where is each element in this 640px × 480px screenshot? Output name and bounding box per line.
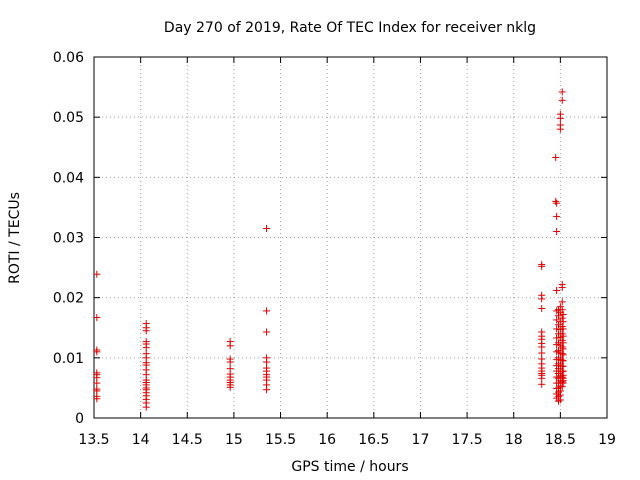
x-axis-label: GPS time / hours	[291, 459, 408, 475]
data-point	[93, 395, 101, 403]
x-tick-label: 17	[412, 432, 430, 448]
data-point	[93, 270, 101, 278]
data-point	[553, 307, 561, 315]
data-point	[142, 403, 150, 411]
y-tick-label: 0.06	[53, 50, 84, 66]
data-point	[538, 343, 546, 351]
y-tick-labels: 0 0.01 0.02 0.03 0.04 0.05 0.06	[53, 50, 84, 427]
data-point	[93, 379, 101, 387]
data-point	[553, 316, 561, 324]
x-tick-label: 18	[505, 432, 523, 448]
x-tick-label: 16.5	[358, 432, 389, 448]
data-point	[559, 339, 567, 347]
y-tick-label: 0.01	[53, 351, 84, 367]
data-point	[558, 350, 566, 358]
data-point	[552, 197, 560, 205]
x-tick-label: 19	[598, 432, 616, 448]
x-tick-label: 14	[132, 432, 150, 448]
x-tick-label: 18.5	[545, 432, 576, 448]
data-point	[559, 379, 567, 387]
data-point	[559, 345, 567, 353]
data-point	[263, 386, 271, 394]
data-point	[558, 306, 566, 314]
data-point	[226, 358, 234, 366]
data-point	[538, 380, 546, 388]
grid-lines	[94, 57, 607, 418]
data-point	[556, 125, 564, 133]
data-point	[558, 343, 566, 351]
data-point	[538, 349, 546, 357]
data-point	[142, 344, 150, 352]
data-point	[554, 321, 562, 329]
data-point	[554, 397, 562, 405]
data-point	[553, 199, 561, 207]
x-tick-labels: 13.5 14 14.5 15 15.5 16 16.5 17 17.5 18 18.5 19	[78, 432, 616, 448]
data-point	[142, 327, 150, 335]
x-tick-label: 15.5	[265, 432, 296, 448]
data-point	[559, 332, 567, 340]
data-point	[558, 298, 566, 306]
data-point	[93, 348, 101, 356]
data-point	[263, 224, 271, 232]
data-point	[556, 396, 564, 404]
data-point	[226, 342, 234, 350]
data-point	[538, 304, 546, 312]
x-tick-label: 16	[318, 432, 336, 448]
x-tick-label: 13.5	[78, 432, 109, 448]
data-points	[93, 88, 567, 411]
data-point	[263, 307, 271, 315]
data-point	[558, 283, 566, 291]
data-point	[558, 314, 566, 322]
data-point	[559, 318, 567, 326]
data-point	[93, 314, 101, 322]
data-point	[559, 351, 567, 359]
data-point	[226, 383, 234, 391]
data-point	[263, 358, 271, 366]
x-tick-label: 17.5	[452, 432, 483, 448]
x-tick-label: 15	[225, 432, 243, 448]
y-tick-label: 0	[75, 411, 84, 427]
data-point	[553, 286, 561, 294]
data-point	[538, 262, 546, 270]
data-point	[558, 88, 566, 96]
data-point	[553, 394, 561, 402]
chart-title: Day 270 of 2019, Rate Of TEC Index for r…	[164, 20, 536, 36]
data-point	[552, 153, 560, 161]
y-tick-label: 0.05	[53, 110, 84, 126]
data-point	[556, 114, 564, 122]
data-point	[263, 328, 271, 336]
y-tick-label: 0.04	[53, 170, 84, 186]
x-tick-label: 14.5	[172, 432, 203, 448]
data-point	[553, 212, 561, 220]
data-point	[559, 325, 567, 333]
y-axis-label: ROTI / TECUs	[7, 192, 23, 284]
data-point	[553, 348, 561, 356]
data-point	[556, 303, 564, 311]
data-point	[553, 334, 561, 342]
data-point	[558, 96, 566, 104]
data-point	[558, 383, 566, 391]
data-point	[538, 295, 546, 303]
data-point	[553, 325, 561, 333]
y-tick-label: 0.03	[53, 231, 84, 247]
y-tick-label: 0.02	[53, 291, 84, 307]
data-point	[553, 227, 561, 235]
axis-ticks	[93, 56, 608, 419]
data-point	[558, 356, 566, 364]
data-point	[559, 311, 567, 319]
data-point	[538, 374, 546, 382]
